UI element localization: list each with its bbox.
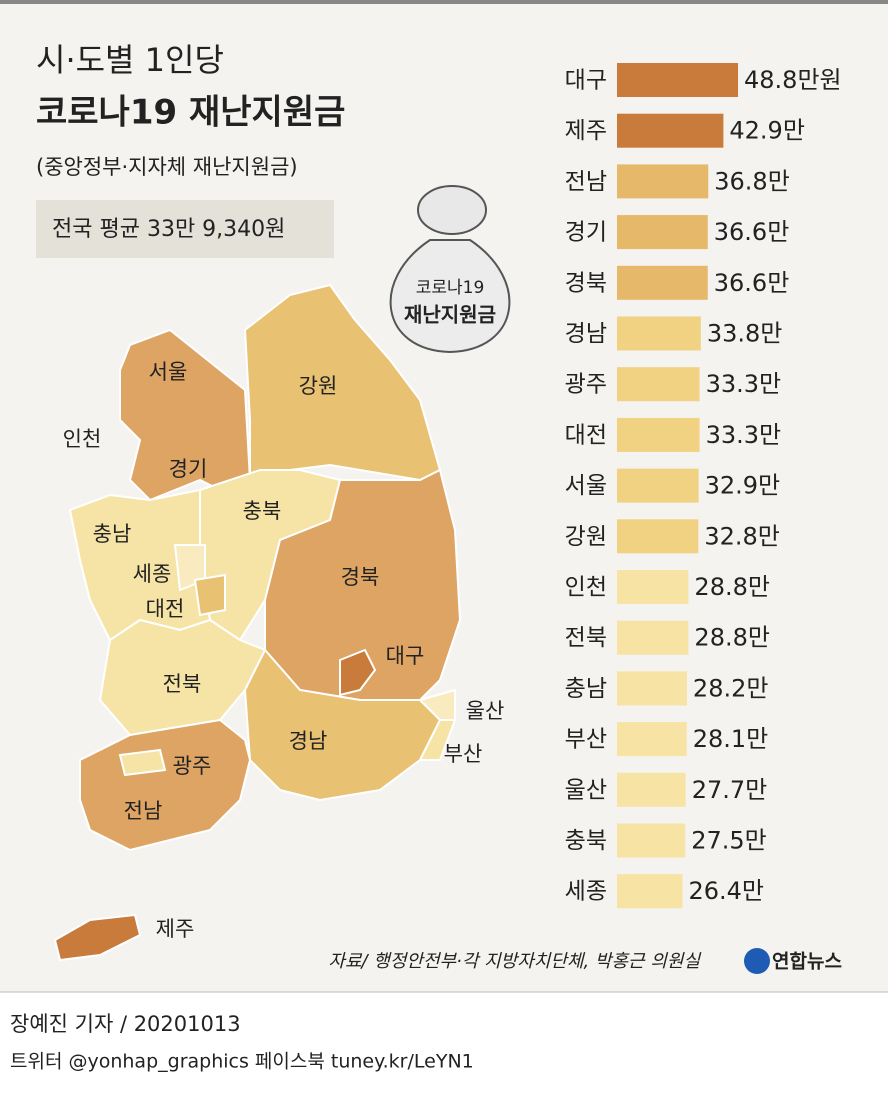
map-label: 세종 <box>133 562 172 586</box>
value-label: 33.8만 <box>707 320 783 348</box>
map-label: 경남 <box>289 729 328 753</box>
bar <box>617 215 708 250</box>
category-label: 광주 <box>565 372 607 398</box>
map-label: 울산 <box>466 699 505 723</box>
value-label: 28.8만 <box>694 573 770 601</box>
value-label: 33.3만 <box>706 421 782 449</box>
byline: 장예진 기자 / 20201013 <box>10 1012 241 1036</box>
average-box <box>36 200 334 258</box>
bar <box>617 316 701 351</box>
map-label: 대전 <box>146 597 185 621</box>
bar <box>617 671 687 706</box>
bag-body <box>389 239 511 354</box>
region <box>339 648 377 697</box>
region <box>53 913 142 962</box>
bar <box>617 164 709 199</box>
bar <box>617 772 686 807</box>
subtitle: (중앙정부·지자체 재난지원금) <box>36 155 298 179</box>
value-label: 28.2만 <box>693 674 769 702</box>
value-label: 32.8만 <box>704 522 780 550</box>
bar <box>617 417 700 452</box>
average: 전국 평균 33만 9,340원 <box>52 217 285 242</box>
bag-top <box>417 185 487 235</box>
region <box>193 573 226 617</box>
bar <box>617 265 708 300</box>
bar <box>617 519 699 554</box>
category-label: 경기 <box>565 220 607 246</box>
value-label: 42.9만 <box>729 117 805 145</box>
map-label: 부산 <box>444 742 483 766</box>
title: 시·도별 1인당 <box>36 41 224 79</box>
bar <box>617 113 724 148</box>
map-label: 충북 <box>243 499 282 523</box>
value-label: 26.4만 <box>688 877 764 905</box>
map-label: 전북 <box>163 672 202 696</box>
map <box>53 283 462 962</box>
region <box>119 328 252 502</box>
value-label: 28.8만 <box>694 624 770 652</box>
map-label: 서울 <box>149 360 188 384</box>
value-label: 27.7만 <box>692 776 768 804</box>
bar <box>617 823 686 858</box>
value-label: 32.9만 <box>705 472 781 500</box>
category-label: 충남 <box>565 676 607 702</box>
bar <box>617 468 699 503</box>
bar <box>617 620 689 655</box>
logo-icon <box>744 948 770 974</box>
map-label: 강원 <box>299 374 338 398</box>
bar <box>617 874 683 909</box>
category-label: 서울 <box>565 473 607 499</box>
value-label: 33.3만 <box>706 370 782 398</box>
map-label: 경기 <box>169 457 208 481</box>
category-label: 인천 <box>565 575 607 601</box>
category-label: 울산 <box>565 777 607 803</box>
bag-text: 재난지원금 <box>404 303 496 327</box>
title: 코로나19 재난지원금 <box>36 93 345 133</box>
category-label: 강원 <box>565 524 607 550</box>
category-label: 부산 <box>565 727 607 753</box>
top-border <box>0 0 888 4</box>
category-label: 대구 <box>565 68 607 94</box>
category-label: 전남 <box>565 169 607 195</box>
category-label: 세종 <box>565 879 607 905</box>
category-label: 대전 <box>565 422 607 448</box>
map-label: 전남 <box>124 799 163 823</box>
bar <box>617 63 739 97</box>
value-label: 27.5만 <box>691 827 767 855</box>
value-label: 28.1만 <box>693 725 769 753</box>
region <box>118 748 167 777</box>
bag-text: 코로나19 <box>416 278 485 298</box>
category-label: 전북 <box>565 625 607 651</box>
category-label: 경남 <box>565 321 607 347</box>
map-label: 경북 <box>341 565 380 589</box>
value-label: 36.8만 <box>714 167 790 195</box>
map-label: 인천 <box>63 427 102 451</box>
category-label: 충북 <box>565 828 607 854</box>
category-label: 경북 <box>565 270 607 296</box>
value-label: 48.8만원 <box>744 66 842 94</box>
links: 트위터 @yonhap_graphics 페이스북 tuney.kr/LeYN1 <box>10 1051 474 1073</box>
value-label: 36.6만 <box>714 218 790 246</box>
map-label: 충남 <box>93 522 132 546</box>
region <box>79 718 252 852</box>
bar <box>617 570 689 604</box>
region <box>418 719 457 761</box>
map-label: 제주 <box>156 917 195 941</box>
value-label: 36.6만 <box>714 269 790 297</box>
source: 자료/ 행정안전부·각 지방자치단체, 박홍근 의원실 <box>328 951 701 972</box>
map-label: 대구 <box>386 644 425 668</box>
map-label: 광주 <box>173 754 212 778</box>
money-bag: 코로나19 재난지원금 <box>389 185 511 354</box>
bar <box>617 367 700 402</box>
category-label: 제주 <box>565 118 607 144</box>
bar <box>617 722 687 757</box>
logo: 연합뉴스 <box>772 951 842 973</box>
